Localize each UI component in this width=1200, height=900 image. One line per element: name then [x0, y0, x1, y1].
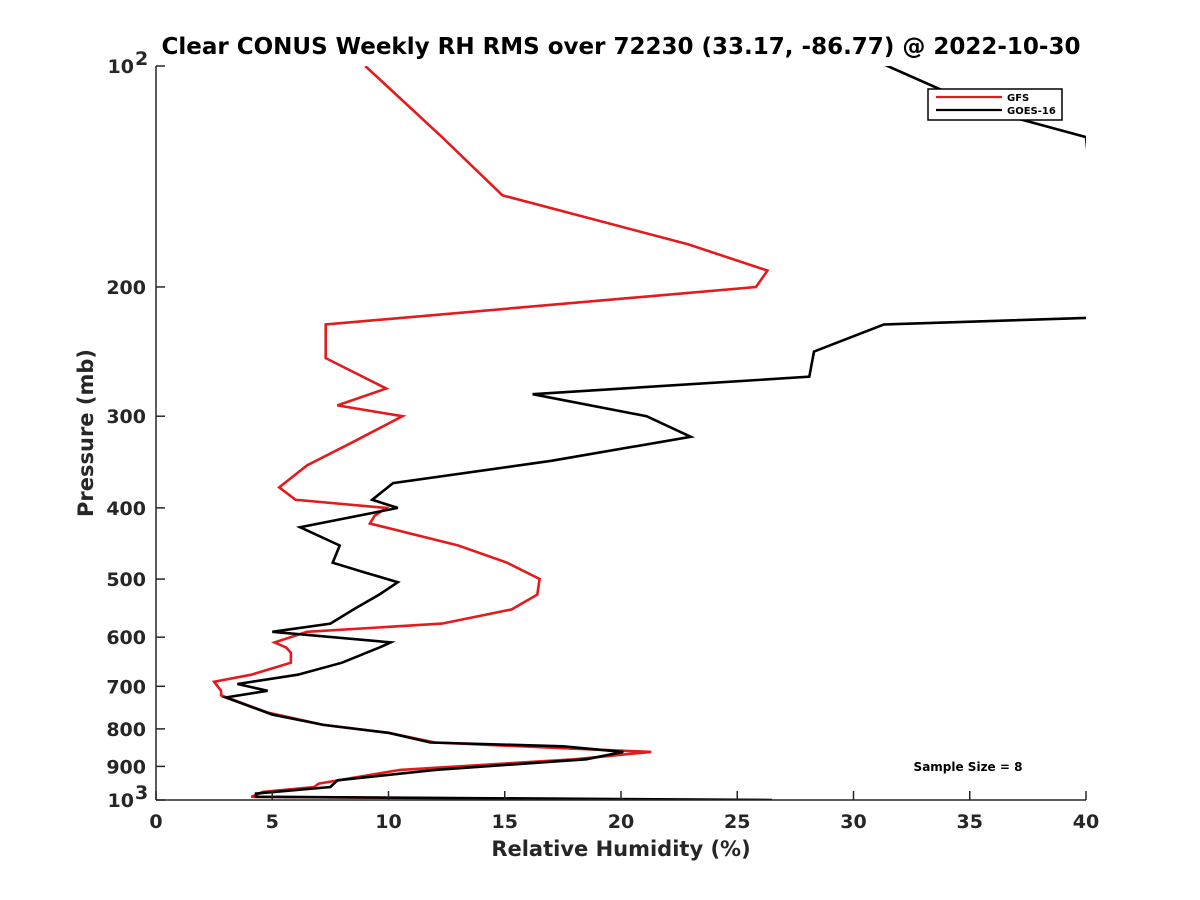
legend-label-goes16: GOES-16 [1007, 106, 1056, 117]
axes-layer [155, 65, 1087, 801]
legend: GFS GOES-16 [927, 88, 1063, 121]
series-line-goes16 [220, 66, 1086, 800]
legend-box [927, 88, 1063, 121]
x-tick-label-5: 5 [266, 811, 279, 833]
series-layer [211, 66, 1086, 800]
y-tick-label-900: 900 [106, 756, 146, 778]
legend-label-gfs: GFS [1007, 93, 1029, 104]
x-tick-label-15: 15 [492, 811, 518, 833]
x-tick-label-35: 35 [957, 811, 983, 833]
y-tick-label-200: 200 [106, 277, 146, 299]
y-tick-label-300: 300 [106, 406, 146, 428]
x-axis-label: Relative Humidity (%) [491, 837, 750, 861]
y-tick-exponent-100: 2 [135, 48, 148, 70]
x-tick-label-40: 40 [1073, 811, 1099, 833]
chart-title: Clear CONUS Weekly RH RMS over 72230 (33… [162, 34, 1081, 60]
sample-size-annotation: Sample Size = 8 [914, 760, 1023, 774]
x-tick-label-0: 0 [149, 811, 162, 833]
y-tick-exponent-1000: 3 [135, 782, 148, 804]
y-tick-label-500: 500 [106, 569, 146, 591]
plot-area [156, 66, 1086, 800]
x-tick-label-25: 25 [724, 811, 750, 833]
x-tick-label-30: 30 [840, 811, 866, 833]
x-tick-label-10: 10 [375, 811, 401, 833]
y-tick-label-1000: 10 [108, 790, 134, 812]
y-axis-label: Pressure (mb) [74, 349, 98, 517]
y-tick-label-600: 600 [106, 627, 146, 649]
y-tick-label-100: 10 [108, 56, 134, 78]
y-tick-label-700: 700 [106, 676, 146, 698]
y-tick-label-400: 400 [106, 498, 146, 520]
y-tick-label-800: 800 [106, 719, 146, 741]
x-tick-label-20: 20 [608, 811, 634, 833]
